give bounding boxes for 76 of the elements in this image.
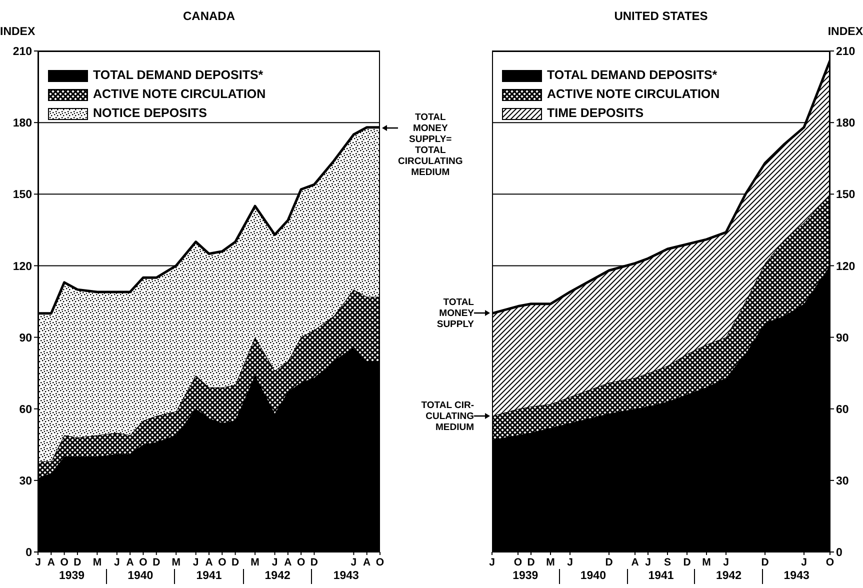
x-tick-label: O — [60, 556, 68, 568]
x-tick-label: M — [702, 556, 712, 568]
x-tick-label: O — [218, 556, 226, 568]
x-tick-label: J — [489, 556, 496, 568]
x-tick-label: M — [172, 556, 181, 568]
text: 1943 — [762, 569, 830, 584]
text: TOTAL MONEY SUPPLY= TOTAL CIRCULATING MEDIUM — [398, 112, 463, 178]
y2-tick-label: 90 — [836, 332, 849, 344]
x-tick-label: A — [126, 556, 134, 568]
x-tick-label: A — [205, 556, 214, 568]
y2-tick-label: 30 — [836, 476, 849, 488]
x-tick-label: J — [192, 556, 199, 568]
x-tick-label: O — [139, 556, 148, 568]
x-tick-label: A — [47, 556, 56, 568]
x-tick-label: J — [645, 556, 652, 568]
x-tick-label: J — [801, 556, 808, 568]
x-tick-label: S — [664, 556, 672, 568]
y2-tick-label: 60 — [836, 404, 849, 416]
y-tick-label: 0 — [26, 547, 32, 560]
text: 1943 — [311, 569, 380, 584]
y2-tick-label: 0 — [836, 547, 842, 560]
text: 1942 — [694, 569, 762, 584]
chart-title: UNITED STATES — [613, 9, 709, 23]
x-tick-label: D — [683, 556, 692, 568]
y-tick-label: 180 — [12, 118, 32, 130]
y2-tick-label: 120 — [836, 260, 856, 273]
x-tick-label: J — [272, 556, 278, 568]
x-tick-label: J — [114, 556, 120, 568]
x-tick-label: D — [74, 556, 82, 568]
x-tick-label: O — [296, 556, 306, 568]
y-tick-label: 210 — [12, 46, 32, 58]
x-tick-label: D — [310, 556, 318, 568]
y-axis-title: INDEX — [0, 26, 36, 38]
x-tick-label: D — [527, 556, 536, 568]
legend-label: ACTIVE NOTE CIRCULATION — [93, 86, 266, 103]
text: TOTAL MONEY SUPPLY — [436, 297, 474, 330]
x-tick-label: A — [631, 556, 640, 568]
y2-tick-label: 210 — [836, 46, 856, 58]
y-tick-label: 120 — [12, 260, 32, 273]
legend-label: TOTAL DEMAND DEPOSITS* — [93, 67, 264, 84]
x-tick-label: J — [35, 556, 42, 568]
x-tick-label: J — [350, 556, 357, 568]
text: 1941 — [626, 569, 694, 584]
y-tick-label: 90 — [19, 332, 32, 344]
x-tick-label: O — [514, 556, 522, 568]
legend-label: NOTICE DEPOSITS — [93, 105, 207, 122]
x-tick-label: J — [567, 556, 574, 568]
text: 1939 — [58, 569, 86, 584]
x-tick-label: M — [250, 556, 260, 568]
y-tick-label: 60 — [19, 404, 32, 416]
x-tick-label: O — [376, 556, 384, 568]
chart-title: CANADA — [182, 9, 236, 23]
x-tick-label: D — [232, 556, 240, 568]
text: 1940 — [106, 569, 174, 584]
legend-label: TIME DEPOSITS — [547, 105, 644, 122]
x-tick-label: O — [826, 556, 834, 568]
y2-tick-label: 150 — [836, 189, 856, 202]
x-tick-label: A — [363, 556, 372, 568]
x-tick-label: M — [546, 556, 556, 568]
y2-axis-title: INDEX — [828, 26, 863, 38]
y-tick-label: 30 — [19, 476, 32, 488]
x-tick-label: D — [152, 556, 161, 568]
x-tick-label: J — [723, 556, 730, 568]
legend-label: TOTAL DEMAND DEPOSITS* — [547, 67, 718, 84]
x-tick-label: M — [92, 556, 102, 568]
text: TOTAL CIR- CULATING MEDIUM — [421, 400, 474, 433]
x-tick-label: D — [761, 556, 770, 568]
x-tick-label: D — [605, 556, 614, 568]
y-tick-label: 150 — [12, 189, 32, 202]
x-tick-label: A — [284, 556, 292, 568]
y2-tick-label: 180 — [836, 118, 856, 130]
text: 1941 — [174, 569, 243, 584]
text: 1940 — [558, 569, 627, 584]
legend-label: ACTIVE NOTE CIRCULATION — [547, 86, 720, 103]
text: 1939 — [512, 569, 540, 584]
text: 1942 — [242, 569, 312, 584]
